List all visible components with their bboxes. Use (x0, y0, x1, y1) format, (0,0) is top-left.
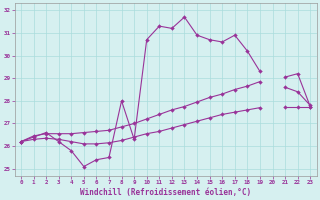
X-axis label: Windchill (Refroidissement éolien,°C): Windchill (Refroidissement éolien,°C) (80, 188, 251, 197)
